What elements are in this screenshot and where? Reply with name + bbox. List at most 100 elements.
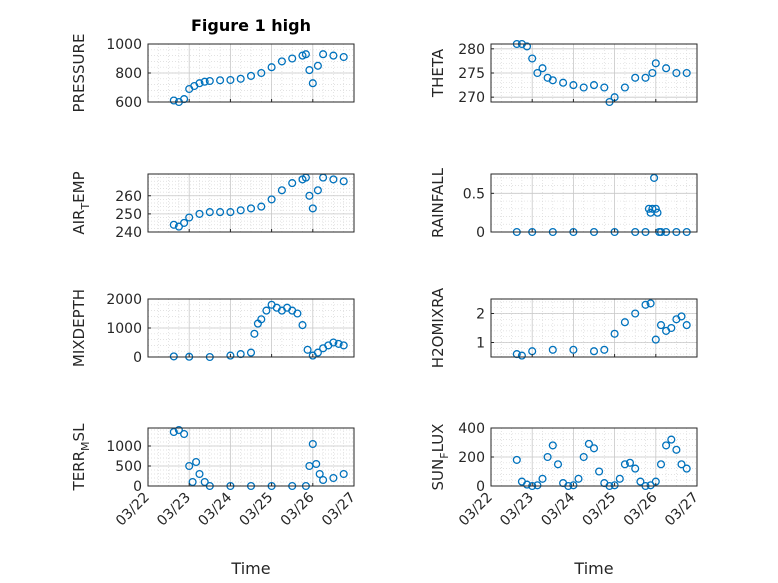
- data-point: [667, 435, 676, 444]
- data-point: [620, 460, 629, 469]
- data-point: [574, 474, 583, 483]
- subplot-sun-flux: 0 200 400 03/22 03/23 03/24 03/25 03/26 03/27 SUN…: [429, 421, 702, 529]
- data-point: [620, 83, 629, 92]
- x-tick-label: 03/23: [497, 490, 537, 530]
- subplot-air-temp: 240 250 260 AIRTEMP: [70, 171, 355, 241]
- data-point: [226, 208, 235, 217]
- y-tick-label: 2000: [106, 292, 142, 308]
- subplot-theta: 270 275 280 THETA: [429, 39, 698, 106]
- data-point: [682, 321, 691, 330]
- data-point: [625, 458, 635, 467]
- y-tick-label: 500: [115, 459, 142, 475]
- y-axis-label: MIXDEPTH: [70, 289, 88, 367]
- data-point: [312, 459, 321, 469]
- data-point: [329, 175, 338, 184]
- data-point: [236, 206, 245, 215]
- data-point: [667, 323, 676, 333]
- data-point: [672, 445, 681, 454]
- data-point: [672, 68, 681, 78]
- data-point: [569, 481, 578, 490]
- data-point: [192, 457, 201, 467]
- y-axis-label: SUNFLUX: [429, 424, 451, 491]
- data-point: [595, 467, 604, 476]
- data-point: [648, 68, 657, 78]
- data-point: [329, 473, 338, 483]
- data-point: [589, 81, 599, 90]
- data-point: [246, 71, 256, 80]
- data-point: [646, 481, 655, 490]
- data-point: [589, 444, 599, 453]
- data-point: [517, 351, 526, 360]
- data-point: [313, 186, 322, 195]
- data-point: [216, 208, 225, 217]
- data-point: [579, 452, 588, 462]
- data-point: [646, 299, 655, 308]
- data-point: [522, 42, 532, 51]
- data-point: [246, 348, 256, 357]
- data-point: [180, 429, 189, 439]
- data-point: [313, 348, 322, 357]
- data-point: [195, 79, 204, 88]
- data-point: [334, 339, 343, 348]
- data-point: [339, 177, 348, 186]
- data-point: [610, 329, 619, 338]
- data-point: [303, 345, 312, 354]
- axes-box: [147, 427, 355, 487]
- data-point: [569, 345, 578, 354]
- data-point: [553, 460, 563, 469]
- y-tick-label: 2: [476, 307, 485, 323]
- data-point: [319, 50, 328, 59]
- data-point: [205, 76, 214, 86]
- y-tick-label: 270: [458, 90, 485, 106]
- data-point: [329, 51, 338, 60]
- data-point: [653, 208, 662, 217]
- data-point: [651, 204, 660, 213]
- data-point: [579, 83, 588, 92]
- data-point: [538, 64, 547, 73]
- data-point: [522, 480, 532, 489]
- data-point: [600, 83, 609, 92]
- data-point: [548, 76, 557, 85]
- data-point: [288, 54, 297, 63]
- data-point: [301, 50, 310, 59]
- plot-area: [491, 174, 697, 232]
- y-tick-label: 0: [133, 350, 142, 366]
- y-axis-label: RAINFALL: [429, 167, 447, 238]
- data-point: [226, 351, 235, 360]
- data-point: [339, 52, 348, 62]
- x-axis-label-left: Time: [230, 559, 270, 578]
- data-point: [180, 218, 189, 227]
- data-point: [305, 191, 314, 200]
- y-tick-label: 260: [115, 189, 142, 205]
- data-point: [528, 54, 537, 63]
- data-point: [288, 179, 297, 188]
- x-tick-label: 03/27: [662, 490, 702, 530]
- y-tick-label: 240: [115, 225, 142, 241]
- data-point: [205, 208, 214, 217]
- data-point: [620, 318, 629, 327]
- data-point: [533, 68, 542, 78]
- y-axis-label: H2OMIXRA: [429, 287, 447, 368]
- y-tick-label: 800: [115, 66, 142, 82]
- data-point: [615, 474, 624, 483]
- data-point: [200, 477, 209, 487]
- y-tick-label: 250: [115, 207, 142, 223]
- data-point: [600, 345, 609, 354]
- data-point: [512, 455, 521, 464]
- data-point: [277, 186, 286, 195]
- data-point: [216, 76, 225, 85]
- data-point: [185, 461, 194, 471]
- data-point: [195, 469, 204, 479]
- data-point: [305, 66, 314, 75]
- x-tick-label: 03/22: [113, 490, 153, 530]
- subplot-h2omixra: 1 2 H2OMIXRA: [429, 287, 698, 368]
- subplot-terr-msl: 0 500 1000 03/22 03/23 03/24 03/25 03/26 03/27 TE…: [70, 423, 359, 529]
- data-point: [641, 73, 650, 82]
- data-point: [174, 425, 183, 435]
- data-point: [257, 315, 266, 324]
- data-point: [662, 64, 671, 73]
- data-point: [174, 222, 183, 231]
- data-point: [169, 427, 178, 437]
